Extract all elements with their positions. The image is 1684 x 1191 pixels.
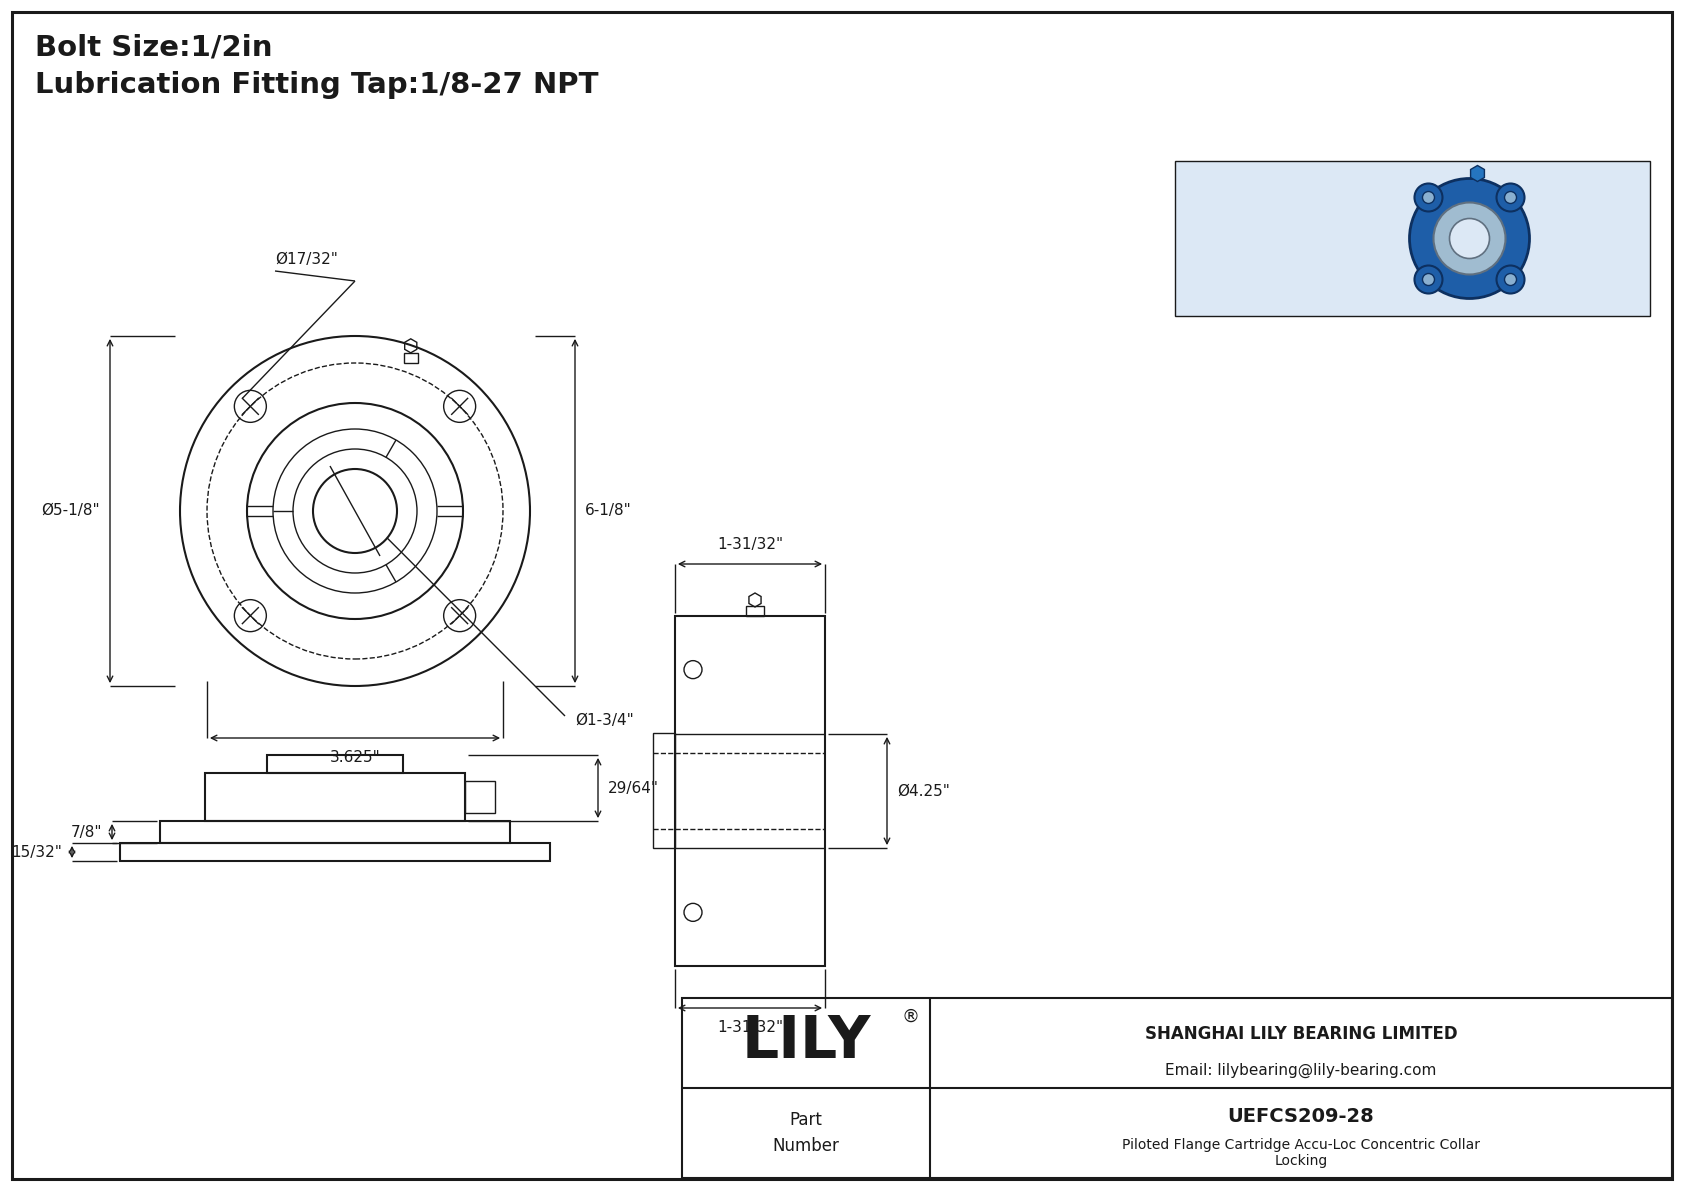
Text: ®: ® <box>901 1009 919 1027</box>
Text: 7/8": 7/8" <box>71 824 103 840</box>
Bar <box>120 843 551 861</box>
Text: Ø17/32": Ø17/32" <box>274 252 338 267</box>
Text: Ø4.25": Ø4.25" <box>898 784 950 798</box>
Text: Email: lilybearing@lily-bearing.com: Email: lilybearing@lily-bearing.com <box>1165 1062 1436 1078</box>
Text: Ø1-3/4": Ø1-3/4" <box>574 713 633 729</box>
Circle shape <box>1504 274 1517 286</box>
Text: Ø5-1/8": Ø5-1/8" <box>42 504 99 518</box>
Circle shape <box>1415 183 1443 212</box>
Text: 6-1/8": 6-1/8" <box>584 504 632 518</box>
Bar <box>675 616 825 966</box>
Circle shape <box>1497 266 1524 293</box>
Bar <box>205 773 465 821</box>
Text: Lubrication Fitting Tap:1/8-27 NPT: Lubrication Fitting Tap:1/8-27 NPT <box>35 71 598 99</box>
Text: Piloted Flange Cartridge Accu-Loc Concentric Collar
Locking: Piloted Flange Cartridge Accu-Loc Concen… <box>1122 1137 1480 1168</box>
Text: UEFCS209-28: UEFCS209-28 <box>1228 1108 1374 1127</box>
Text: 29/64": 29/64" <box>608 780 658 796</box>
Bar <box>268 755 402 773</box>
Circle shape <box>1450 218 1490 258</box>
Bar <box>465 781 495 813</box>
Circle shape <box>1433 202 1505 274</box>
Bar <box>653 732 675 848</box>
Bar <box>1175 161 1650 316</box>
Circle shape <box>1497 183 1524 212</box>
Circle shape <box>1410 179 1529 299</box>
Circle shape <box>1423 192 1435 204</box>
Text: 1-31/32": 1-31/32" <box>717 1019 783 1035</box>
Text: SHANGHAI LILY BEARING LIMITED: SHANGHAI LILY BEARING LIMITED <box>1145 1025 1457 1043</box>
Circle shape <box>1415 266 1443 293</box>
Text: 3.625": 3.625" <box>330 750 381 765</box>
Bar <box>746 606 765 616</box>
Circle shape <box>1504 192 1517 204</box>
Text: Bolt Size:1/2in: Bolt Size:1/2in <box>35 33 273 61</box>
Bar <box>160 821 510 843</box>
Text: LILY: LILY <box>741 1012 871 1070</box>
Bar <box>404 353 418 363</box>
Bar <box>682 998 1672 1178</box>
Text: Part
Number: Part Number <box>773 1111 839 1155</box>
Text: 1-31/32": 1-31/32" <box>717 537 783 551</box>
Text: 15/32": 15/32" <box>12 844 62 860</box>
Circle shape <box>1423 274 1435 286</box>
